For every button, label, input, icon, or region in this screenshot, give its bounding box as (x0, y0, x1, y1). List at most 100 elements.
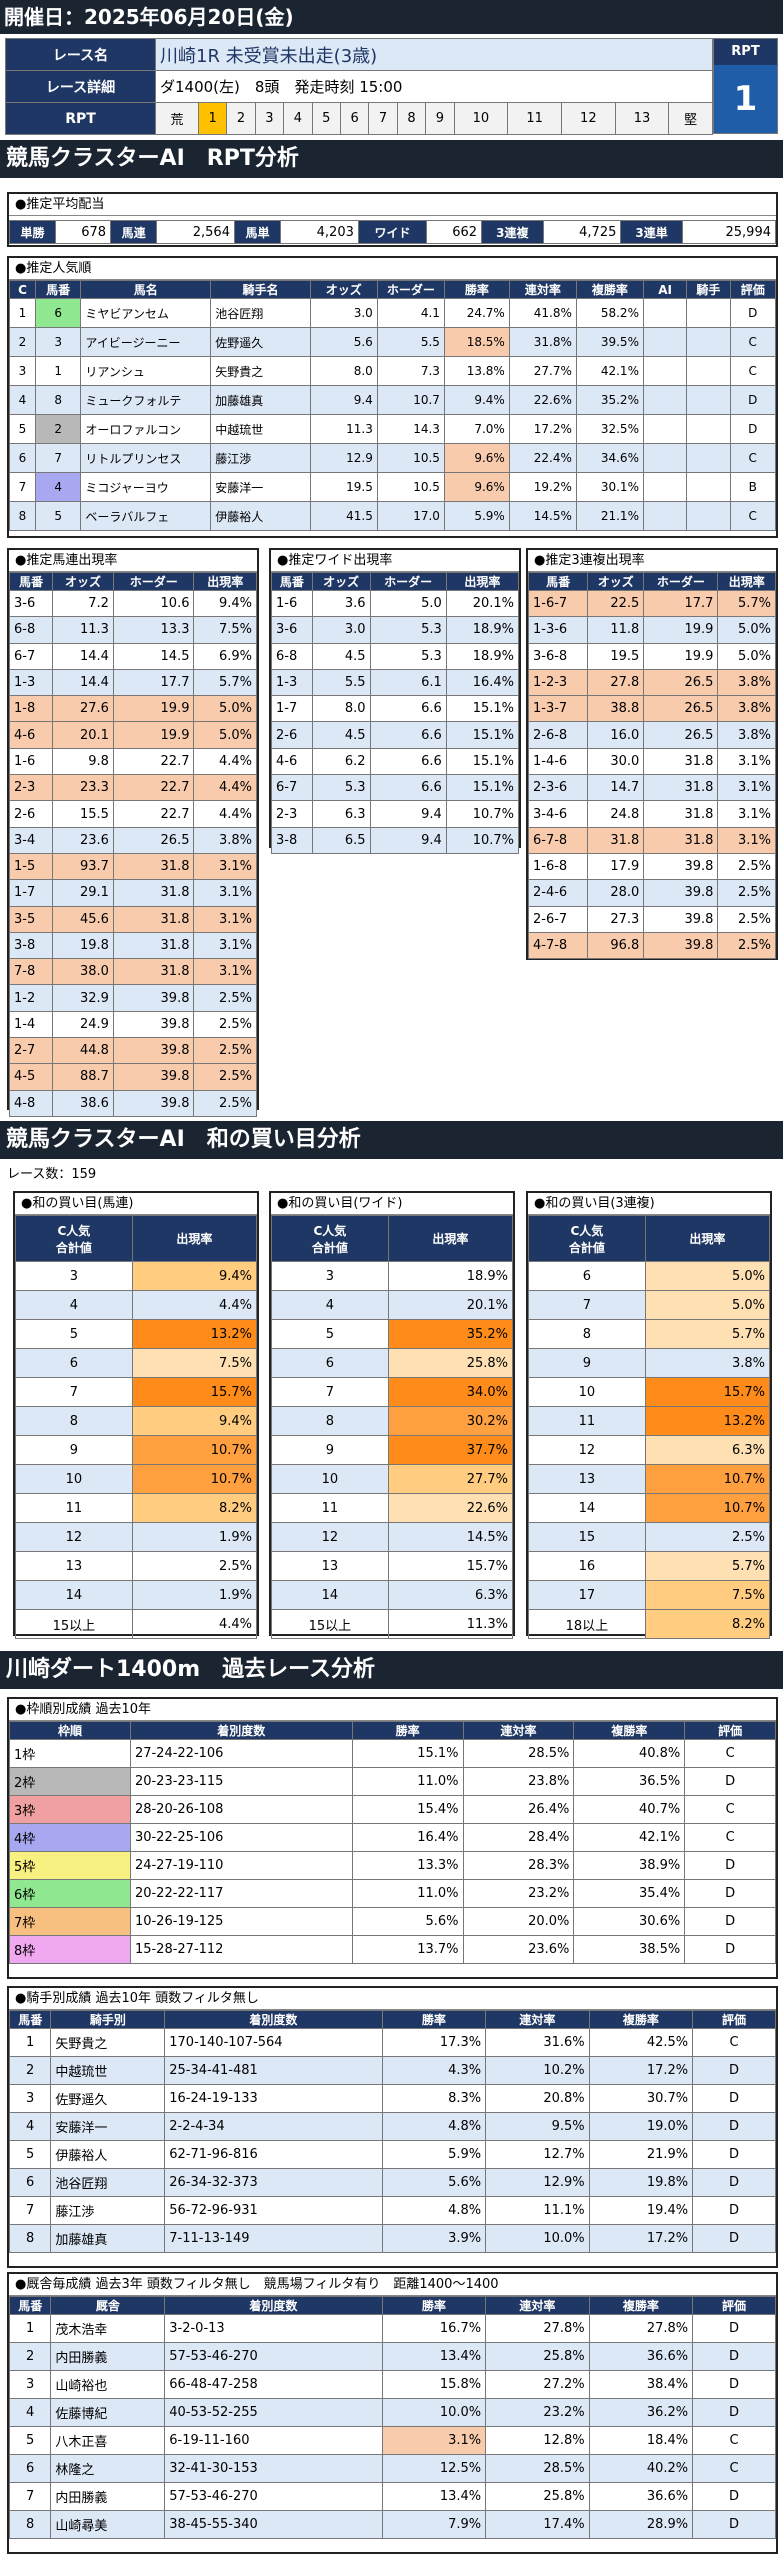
cell: 25.8% (387, 1348, 514, 1378)
cell: D (684, 1935, 776, 1964)
table-row: 4-6 20.1 19.9 5.0% (8, 721, 257, 749)
race-name-label: レース名 (5, 38, 156, 71)
cell: D (684, 1907, 776, 1936)
cell: 8 (34, 385, 82, 415)
sum-section-title: 競馬クラスターAI 和の買い目分析 (0, 1121, 783, 1159)
col-header: 馬番 (8, 2010, 52, 2029)
cell: 23.6% (462, 1935, 575, 1964)
col-header: AI (642, 280, 688, 299)
cell: D (692, 2140, 776, 2169)
table-row: 1-4 24.9 39.8 2.5% (8, 1010, 257, 1039)
col-header: 騎手 (686, 280, 731, 299)
cell: 1-6-7 (527, 589, 589, 618)
cell: 15以上 (15, 1609, 133, 1639)
table-row: 6-8 4.5 5.3 18.9% (271, 642, 520, 670)
sum-wide-table: C人気 合計値 出現率 3 18.9% 4 20.1% 5 35.2% 6 25.8% 7 34.0%… (271, 1215, 514, 1639)
payout-label: 単勝 (8, 220, 57, 244)
cell: 4 (9, 385, 36, 415)
cell: 3 (34, 327, 82, 357)
cell: 10 (528, 1377, 646, 1407)
cell: 28.0 (587, 879, 645, 907)
table-row: 3-6-8 19.5 19.9 5.0% (527, 642, 776, 670)
cell: 56-72-96-931 (164, 2196, 383, 2225)
cell: C (684, 1739, 776, 1768)
cell: 4.4% (131, 1609, 258, 1639)
cell: 伊藤裕人 (50, 2140, 166, 2169)
table-row: 15 2.5% (528, 1522, 771, 1552)
cell: 7 (9, 472, 36, 502)
cell: 35.2% (387, 1319, 514, 1349)
table-row: 12 6.3% (528, 1435, 771, 1465)
cell: 31.8 (112, 905, 195, 933)
table-row: 7 5.0% (528, 1290, 771, 1320)
cell: 4-6 (271, 747, 313, 776)
cell (642, 501, 688, 531)
cell: 32.9 (52, 984, 114, 1012)
cell: 9.4% (131, 1261, 258, 1291)
col-header: 騎手別 (50, 2010, 166, 2029)
cell: 8 (8, 2510, 52, 2539)
cell: 1-5 (8, 852, 54, 881)
cell: 5.9% (443, 501, 510, 531)
col-header: 着別度数 (164, 2010, 383, 2029)
cell: 27-24-22-106 (129, 1739, 353, 1768)
col-header: ホーダー (369, 572, 447, 591)
cell: 2.5% (717, 879, 776, 907)
cell: 9.4% (193, 589, 257, 618)
cell: 31.8 (112, 931, 195, 960)
cell: 19.9 (643, 616, 719, 644)
payout-value: 4,725 (542, 220, 622, 244)
cell: 矢野貴之 (210, 356, 311, 386)
sum-wide-caption: ●和の買い目(ワイド) (271, 1193, 513, 1215)
table-row: 7-8 38.0 31.8 3.1% (8, 958, 257, 986)
cell: 31.8 (643, 774, 719, 802)
col-header: 馬番 (8, 2296, 52, 2315)
payout-caption: ●推定平均配当 (9, 194, 776, 216)
table-row: 3-4 23.6 26.5 3.8% (8, 826, 257, 854)
cell: 19.5 (309, 472, 378, 502)
cell: 9 (15, 1435, 133, 1465)
table-row: 3 18.9% (271, 1261, 514, 1291)
cell: 1-4 (8, 1010, 54, 1039)
col-header: 勝率 (351, 1721, 464, 1740)
col-header: ホーダー (376, 280, 445, 299)
col-header: 出現率 (717, 572, 776, 591)
cell: 10.7% (131, 1435, 258, 1465)
cell: 7.9% (381, 2510, 487, 2539)
table-row: 3 山崎裕也 66-48-47-258 15.8% 27.2% 38.4% D (8, 2370, 776, 2399)
cell: 1-7 (8, 879, 54, 907)
cell: 2 (34, 414, 82, 444)
cell: 17.4% (485, 2510, 590, 2539)
cell: 6 (9, 443, 36, 473)
cell: 5 (15, 1319, 133, 1349)
table-row: 4-7-8 96.8 39.8 2.5% (527, 931, 776, 960)
cell: 5.6% (351, 1907, 464, 1936)
cell: 31.8 (112, 958, 195, 986)
cell: 31.8 (643, 800, 719, 828)
table-row: 8 5 ベーラバルフェ 伊藤裕人 41.5 17.0 5.9% 14.5% 21.1% C (9, 501, 776, 531)
popularity-caption: ●推定人気順 (9, 258, 776, 280)
table-row: 3 9.4% (15, 1261, 258, 1291)
cell: 4 (8, 2398, 52, 2427)
cell: 17.7 (112, 668, 195, 697)
sum-wide-panel: ●和の買い目(ワイド) C人気 合計値 出現率 3 18.9% 4 20.1% 5 35.2%… (269, 1191, 515, 1639)
col-header: 複勝率 (588, 2296, 694, 2315)
cell: 5.0% (644, 1261, 771, 1291)
cell: D (684, 1851, 776, 1880)
cell: 38.9% (573, 1851, 686, 1880)
cell: 24-27-19-110 (129, 1851, 353, 1880)
rpt-cell: 1 (197, 102, 228, 135)
cell: 6.5 (311, 826, 371, 854)
cell: 2.5% (131, 1551, 258, 1581)
cell: 2 (9, 327, 36, 357)
cell: 11.3 (309, 414, 378, 444)
cell: 2-3 (8, 774, 54, 802)
cell: 14 (528, 1493, 646, 1523)
cell: 17.3% (381, 2028, 487, 2057)
cell: 41.8% (508, 298, 577, 328)
cell: 27.7% (508, 356, 577, 386)
cell: 1 (9, 298, 36, 328)
cell: 2.5% (193, 984, 257, 1012)
waku-table: 枠順 着別度数 勝率 連対率 複勝率 評価 1枠 27-24-22-106 15.1% 28.5%… (9, 1721, 776, 1964)
cell: D (692, 2370, 776, 2399)
